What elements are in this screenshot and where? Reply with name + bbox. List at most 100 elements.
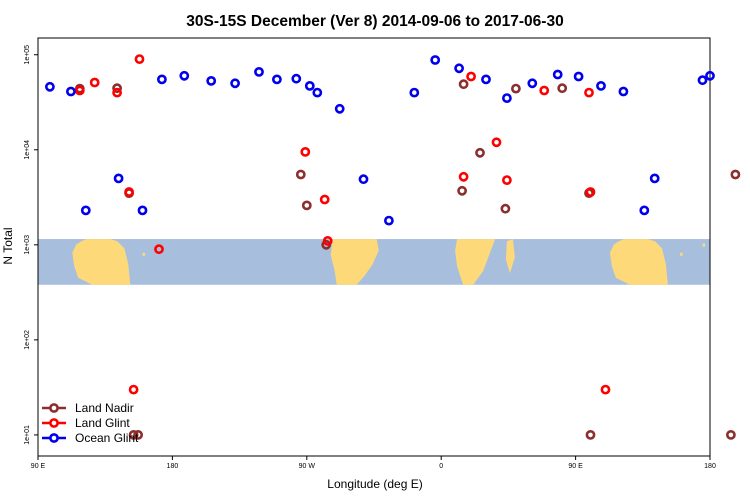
x-tick-label: 0 <box>439 463 443 470</box>
data-point <box>552 69 563 80</box>
x-tick-label: 180 <box>704 463 716 470</box>
legend-marker <box>49 433 59 443</box>
island-shape-2 <box>680 252 683 256</box>
data-point <box>649 173 660 184</box>
africa-shape <box>455 239 496 285</box>
data-point <box>300 146 311 157</box>
data-point <box>80 205 91 216</box>
data-point <box>511 83 521 94</box>
legend-label: Land Nadir <box>75 401 134 415</box>
series-land-nadir <box>74 79 741 440</box>
data-point <box>557 83 568 94</box>
data-point <box>584 87 594 98</box>
data-point <box>291 73 302 84</box>
series-ocean-glint <box>45 55 715 226</box>
y-tick-label: 1e+04 <box>24 140 31 160</box>
australia-shape-east <box>609 239 668 285</box>
data-point <box>639 205 650 216</box>
data-points <box>45 54 741 440</box>
y-tick-label: 1e+03 <box>24 235 31 255</box>
data-point <box>539 85 550 96</box>
data-point <box>271 74 282 85</box>
data-point <box>726 429 736 440</box>
data-point <box>133 429 143 440</box>
legend-marker <box>49 403 59 413</box>
data-point <box>481 74 491 85</box>
y-tick-label: 1e+02 <box>24 330 31 350</box>
data-point <box>113 173 124 184</box>
data-point <box>618 86 629 97</box>
data-point <box>295 169 306 180</box>
plot-frame <box>37 37 711 457</box>
data-point <box>112 87 122 98</box>
data-point <box>319 194 330 205</box>
data-point <box>334 103 345 114</box>
data-point <box>206 76 217 86</box>
legend-label: Land Glint <box>75 416 130 430</box>
x-tick-label: 180 <box>167 463 179 470</box>
data-point <box>458 79 469 90</box>
x-tick-label: 90 E <box>31 463 46 470</box>
data-point <box>458 171 469 182</box>
data-point <box>312 87 323 98</box>
data-point <box>301 200 312 211</box>
madagascar-shape <box>505 239 515 274</box>
data-point <box>134 54 145 64</box>
data-point <box>154 244 164 255</box>
data-point <box>156 74 167 85</box>
data-point <box>585 187 596 197</box>
data-point <box>697 75 708 86</box>
y-tick-label: 1e+01 <box>24 425 31 445</box>
data-point <box>112 83 122 94</box>
island-shape-3 <box>702 243 705 247</box>
data-point <box>573 71 584 82</box>
axes: 90 E 180 90 W 0 90 E 180 1e+01 1e+02 1e+03 1e+04 1… <box>24 37 716 470</box>
data-point <box>304 81 315 91</box>
data-point <box>358 174 369 185</box>
data-point <box>409 87 420 98</box>
legend-marker <box>49 418 59 428</box>
world-map-strip <box>38 239 710 285</box>
x-tick-label: 90 E <box>568 463 583 470</box>
data-point <box>596 81 606 91</box>
data-point <box>585 429 596 440</box>
data-point <box>66 86 76 97</box>
x-axis-title: Longitude (deg E) <box>327 477 422 491</box>
data-point <box>475 147 485 158</box>
data-point <box>527 78 538 89</box>
data-point <box>500 203 511 214</box>
data-point <box>454 63 464 74</box>
data-point <box>705 70 715 81</box>
data-point <box>501 175 512 185</box>
data-point <box>600 384 611 395</box>
south-america-shape <box>330 239 379 285</box>
australia-shape-west <box>72 239 131 285</box>
data-point <box>383 215 394 226</box>
y-tick-label: 1e+05 <box>24 45 31 65</box>
data-point <box>430 55 441 65</box>
x-tick-label: 90 W <box>299 463 316 470</box>
y-axis-title: N Total <box>1 227 15 264</box>
island-shape-1 <box>142 252 145 256</box>
data-point <box>124 187 135 197</box>
data-point <box>254 67 264 77</box>
data-point <box>74 85 85 96</box>
data-point <box>457 185 467 196</box>
data-point <box>466 71 476 82</box>
data-point <box>179 70 190 81</box>
data-point <box>128 384 139 395</box>
data-point <box>128 429 139 440</box>
data-point <box>45 81 55 92</box>
legend-label: Ocean Glint <box>75 431 139 445</box>
data-point <box>491 137 502 148</box>
data-point <box>501 93 512 103</box>
series-land-glint <box>74 54 611 395</box>
chart-title: 30S-15S December (Ver 8) 2014-09-06 to 2… <box>186 13 563 30</box>
data-point <box>730 169 741 180</box>
data-point <box>89 77 100 88</box>
data-point <box>137 205 148 216</box>
data-point <box>322 235 333 246</box>
data-point <box>230 78 240 89</box>
